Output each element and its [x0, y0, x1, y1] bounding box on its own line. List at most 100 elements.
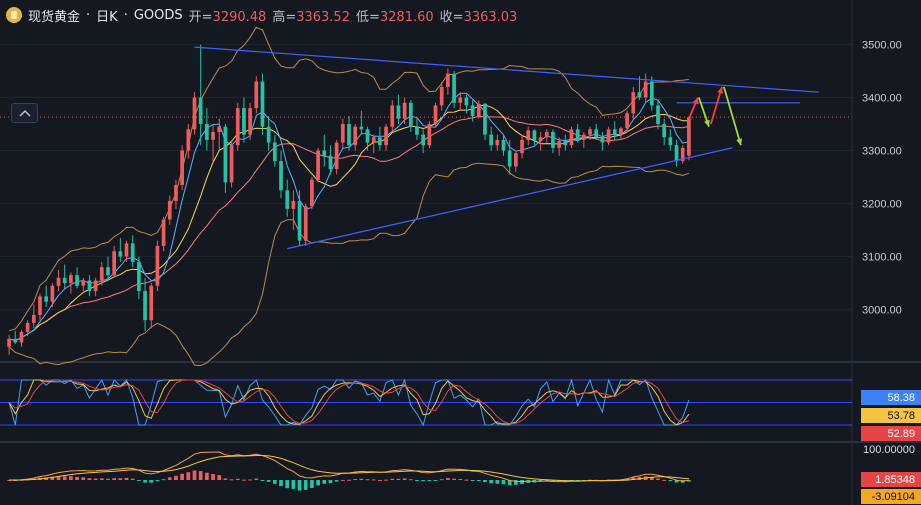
- y-axis-tick-label: 3400.00: [862, 93, 902, 105]
- macd-bar: [291, 480, 296, 489]
- symbol-name[interactable]: 现货黄金: [28, 9, 81, 25]
- candle-body: [495, 139, 500, 146]
- ma-mid-line: [8, 104, 689, 342]
- candle-body: [186, 129, 191, 151]
- candle-body: [476, 103, 481, 117]
- macd-bar: [69, 476, 73, 480]
- oscillator-line-slow: [8, 379, 690, 425]
- macd-bar: [402, 478, 407, 480]
- macd-bar: [359, 478, 364, 480]
- macd-bar: [507, 480, 512, 486]
- osc-value-badge-2: 53.78: [861, 408, 921, 423]
- candle-body: [353, 126, 358, 146]
- macd-bar: [124, 477, 129, 480]
- bollinger-upper-line: [8, 26, 689, 332]
- candle-body: [557, 140, 561, 148]
- candle-body: [371, 137, 376, 143]
- macd-bar: [353, 478, 358, 480]
- open-readout: 开=3290.48: [188, 9, 267, 25]
- macd-bar: [229, 479, 234, 481]
- y-axis-tick-label: 3000.00: [862, 305, 902, 317]
- macd-bar: [489, 480, 493, 484]
- candles: [7, 44, 691, 355]
- candle-body: [143, 291, 147, 321]
- macd-bar: [415, 480, 419, 481]
- trendline: [194, 46, 819, 93]
- candle-body: [297, 200, 302, 241]
- projection-arrow-up-head: [692, 97, 699, 105]
- candle-body: [594, 129, 599, 138]
- source-label: GOODS: [133, 7, 183, 23]
- macd-bar: [7, 480, 11, 481]
- candle-body: [687, 117, 691, 156]
- macd-bar: [235, 478, 240, 480]
- candle-body: [612, 129, 617, 135]
- oscillator-line-fast: [8, 378, 690, 427]
- candle-body: [242, 108, 246, 135]
- candle-body: [433, 105, 438, 125]
- collapse-button[interactable]: [11, 103, 38, 123]
- candle-body: [161, 219, 166, 246]
- macd-bar: [217, 475, 222, 480]
- macd-bar: [56, 476, 61, 480]
- candle-body: [680, 147, 685, 162]
- candle-body: [81, 280, 86, 286]
- macd-bar: [99, 478, 104, 480]
- candle-body: [600, 137, 605, 143]
- macd-bar: [514, 480, 518, 485]
- candle-body: [235, 108, 240, 146]
- interval-label[interactable]: 日K: [96, 9, 118, 25]
- macd-bar: [155, 480, 160, 482]
- macd-bar: [143, 480, 147, 483]
- candle-body: [538, 137, 543, 141]
- macd-bar: [476, 480, 481, 481]
- macd-histogram: [7, 470, 691, 491]
- macd-bar: [328, 480, 333, 484]
- separator: ·: [123, 7, 128, 23]
- candle-body: [254, 81, 259, 109]
- macd-bar: [446, 478, 450, 480]
- macd-bar: [662, 479, 667, 481]
- chevron-up-icon: [18, 109, 31, 117]
- y-axis-tick-label: 3500.00: [862, 39, 902, 51]
- candle-body: [489, 134, 493, 146]
- macd-dea-line: [9, 455, 689, 482]
- macd-bar: [260, 480, 265, 481]
- macd-axis-label: 100.00000: [863, 443, 915, 456]
- oscillator-line-mid: [8, 379, 690, 426]
- macd-bar: [551, 480, 555, 482]
- macd-bar: [625, 478, 629, 480]
- candle-body: [402, 102, 407, 119]
- candle-body: [427, 124, 432, 146]
- macd-bar: [656, 478, 660, 480]
- candle-body: [421, 134, 426, 146]
- candle-body: [464, 97, 469, 106]
- macd-bar: [322, 480, 327, 484]
- macd-bar: [130, 478, 135, 480]
- macd-bar: [396, 478, 401, 480]
- candle-body: [310, 179, 314, 207]
- gold-coin-icon: [6, 7, 22, 23]
- macd-bar: [303, 480, 308, 490]
- macd-bar: [649, 477, 654, 480]
- candle-body: [501, 139, 506, 151]
- candle-body: [520, 139, 524, 154]
- candle-body: [137, 261, 141, 292]
- macd-bar: [421, 480, 426, 482]
- macd-bar: [87, 478, 92, 480]
- projection-arrow-down-head: [703, 119, 710, 127]
- candle-body: [180, 150, 184, 185]
- candle-body: [118, 251, 123, 257]
- projection-arrow-down-head: [736, 138, 743, 146]
- candle-body: [174, 185, 178, 201]
- macd-bar: [340, 479, 345, 481]
- candle-body: [390, 105, 395, 127]
- macd-bar: [285, 480, 290, 489]
- candle-body: [205, 124, 209, 140]
- trendline: [287, 147, 733, 250]
- macd-bar: [106, 478, 110, 480]
- macd-bar: [390, 478, 395, 480]
- candle-body: [291, 200, 296, 209]
- macd-bar: [50, 476, 55, 480]
- candle-body: [217, 126, 222, 132]
